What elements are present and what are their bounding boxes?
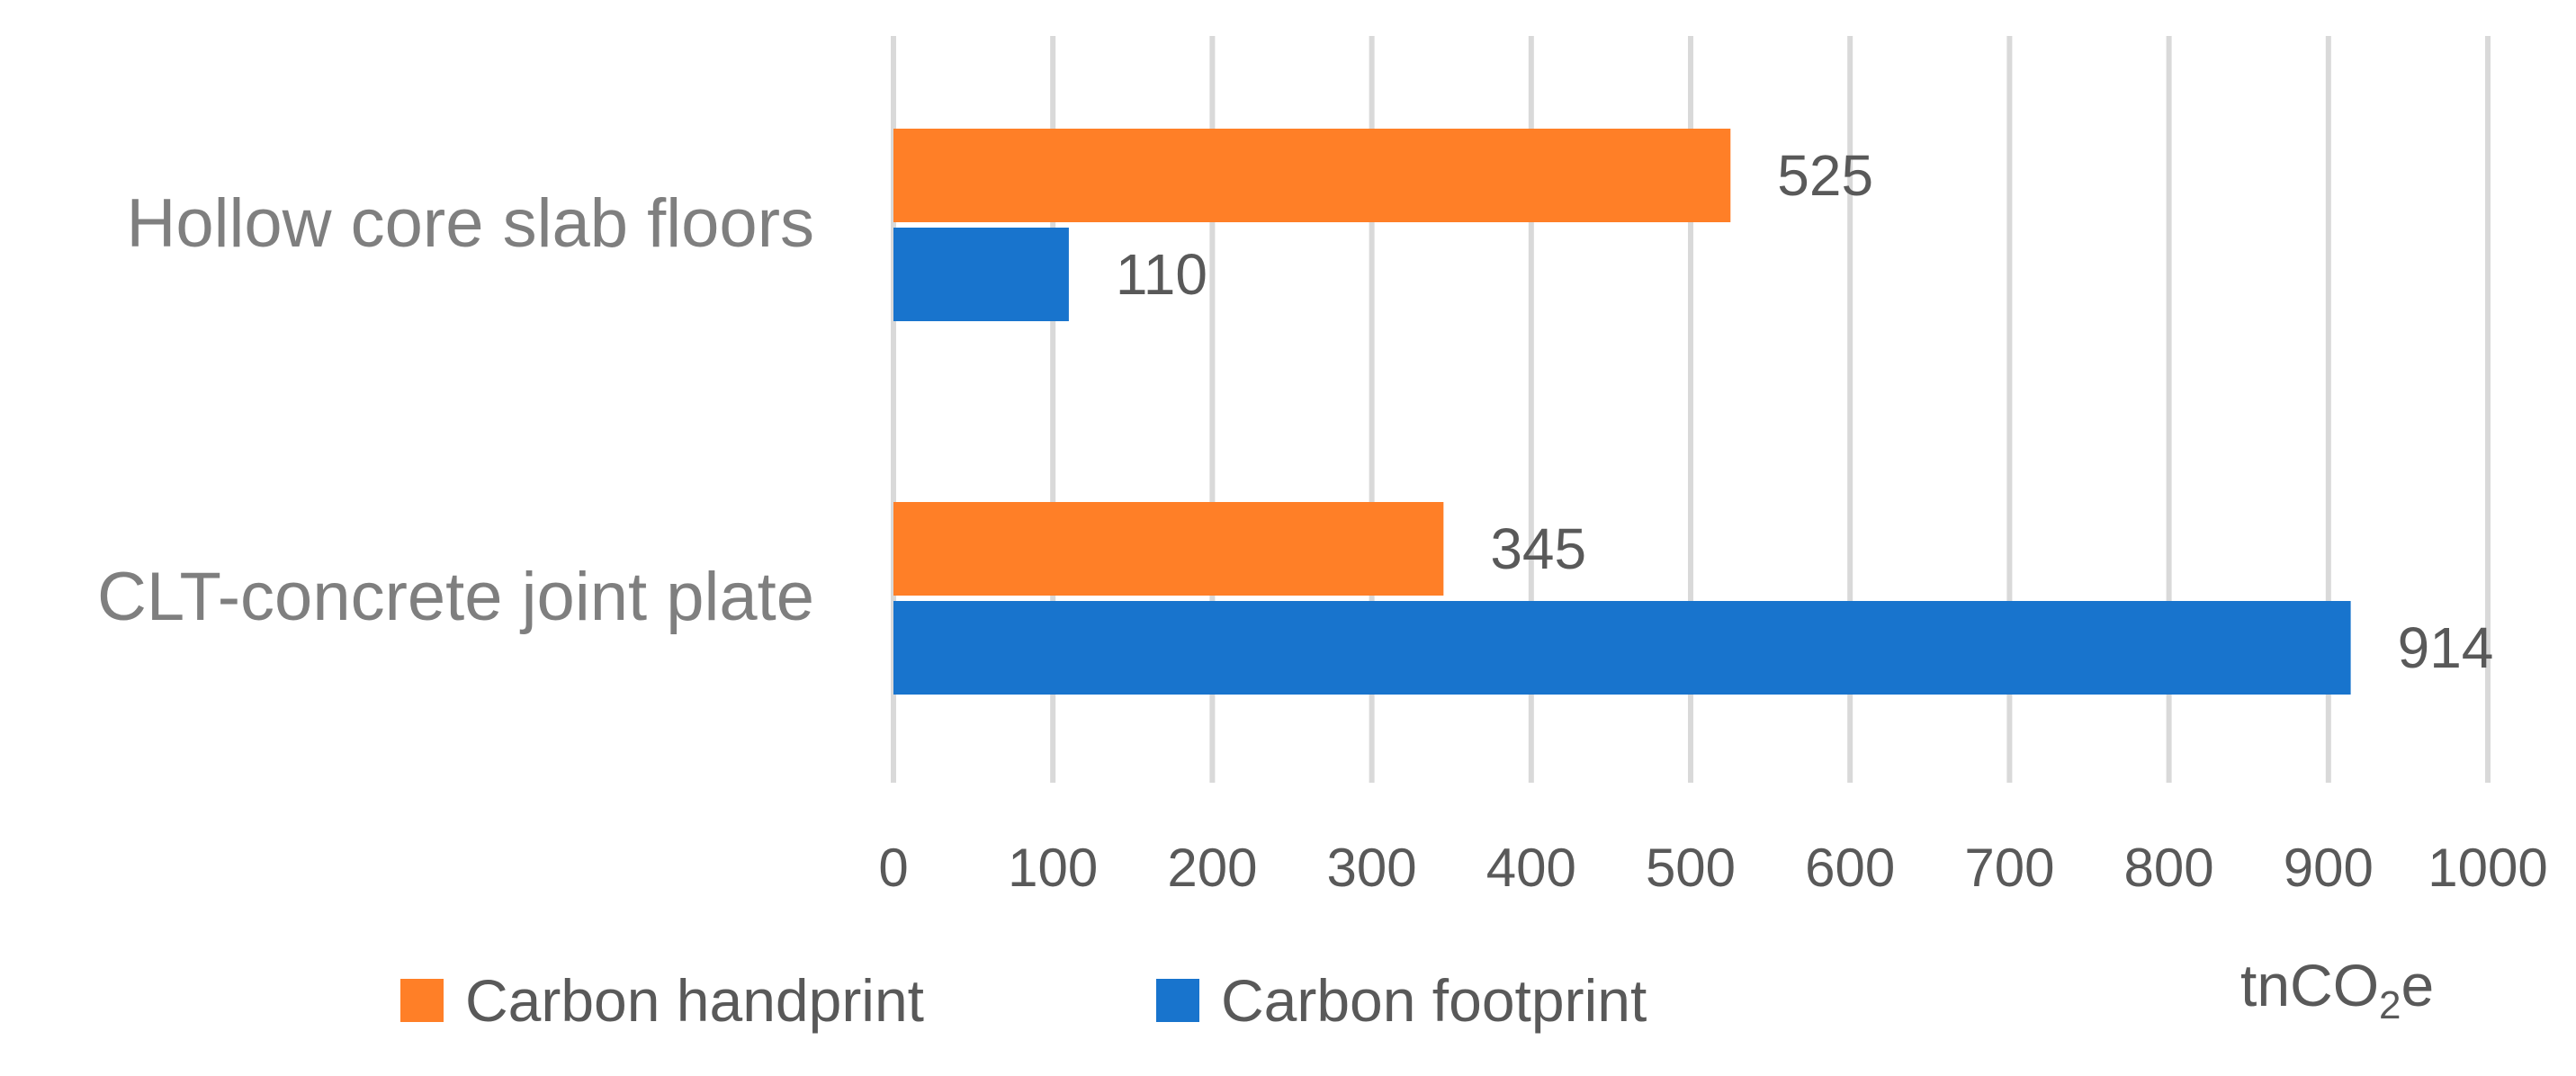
legend-swatch: [400, 979, 444, 1022]
unit-label-tail: e: [2401, 952, 2435, 1018]
x-tick-label: 800: [2124, 838, 2214, 898]
legend-label: Carbon footprint: [1221, 967, 1647, 1034]
x-tick-label: 400: [1486, 838, 1576, 898]
legend-label: Carbon handprint: [465, 967, 924, 1034]
x-tick-label: 900: [2284, 838, 2374, 898]
bar-value-label: 345: [1490, 516, 1586, 581]
bar: [893, 502, 1444, 596]
bar: [893, 601, 2351, 695]
bar: [893, 228, 1069, 321]
x-tick-label: 200: [1167, 838, 1257, 898]
x-tick-label: 700: [1964, 838, 2054, 898]
bar-value-label: 525: [1777, 143, 1873, 208]
unit-label-sub: 2: [2379, 983, 2401, 1027]
bar-value-label: 110: [1116, 242, 1207, 307]
category-label: Hollow core slab floors: [126, 185, 814, 262]
x-tick-label: 100: [1008, 838, 1098, 898]
x-tick-label: 600: [1805, 838, 1895, 898]
category-label: CLT-concrete joint plate: [97, 559, 814, 635]
bar-value-label: 914: [2398, 615, 2494, 680]
bars: [893, 129, 2351, 695]
legend: Carbon handprint Carbon footprint: [400, 967, 1647, 1034]
x-tick-label: 1000: [2428, 838, 2547, 898]
data-labels: 525 110 345 914: [1116, 143, 2493, 680]
x-tick-label: 500: [1646, 838, 1736, 898]
unit-label: tnCO2e: [2240, 952, 2434, 1027]
legend-swatch: [1156, 979, 1199, 1022]
x-tick-label: 300: [1327, 838, 1417, 898]
bar: [893, 129, 1731, 222]
x-axis-ticks: 0 100 200 300 400 500 600 700 800 900 1000: [878, 838, 2547, 898]
x-tick-label: 0: [878, 838, 908, 898]
unit-label-main: tnCO: [2240, 952, 2379, 1018]
category-labels: Hollow core slab floors CLT-concrete join…: [97, 185, 814, 635]
